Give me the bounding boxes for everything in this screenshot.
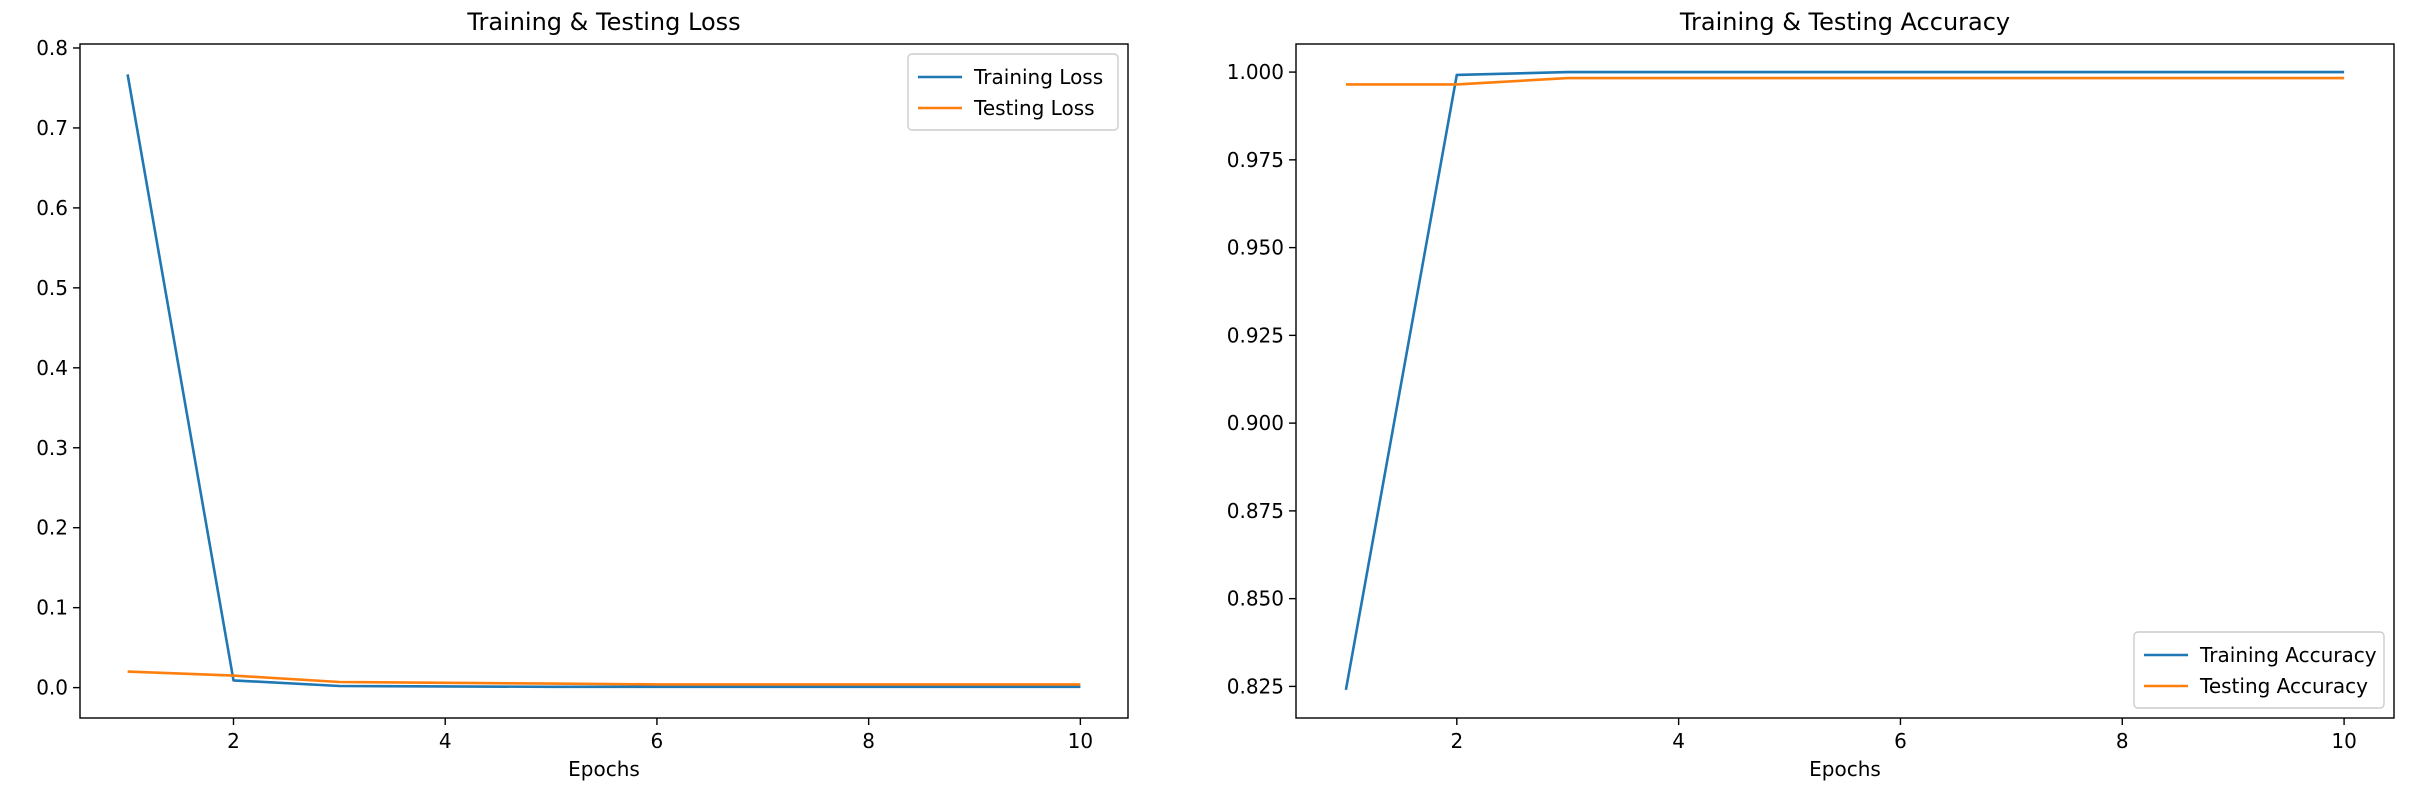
y-tick-label: 0.0	[36, 676, 68, 700]
y-tick-label: 0.8	[36, 36, 68, 60]
x-tick-label: 10	[1068, 729, 1093, 753]
y-tick-label: 0.950	[1227, 236, 1284, 260]
x-axis-label: Epochs	[1809, 757, 1881, 781]
y-tick-label: 0.875	[1227, 499, 1284, 523]
accuracy-chart: Training & Testing Accuracy 2 4 6 8 10 0.825 0.…	[1227, 8, 2395, 781]
y-tick-label: 0.975	[1227, 148, 1284, 172]
y-tick-label: 0.4	[36, 356, 68, 380]
series-line-testing-accuracy	[1345, 76, 2345, 86]
x-tick-label: 2	[227, 729, 240, 753]
legend-box	[2133, 631, 2385, 709]
x-tick-label: 10	[2331, 729, 2356, 753]
series-line-testing-loss	[127, 670, 1081, 686]
x-tick-label: 4	[439, 729, 452, 753]
y-tick-label: 0.850	[1227, 587, 1284, 611]
legend-label: Testing Accuracy	[2199, 674, 2368, 698]
y-tick-label: 0.2	[36, 516, 68, 540]
loss-chart: Training & Testing Loss 2 4 6 8 10 0.0 0.1 0.2 0.…	[36, 8, 1129, 781]
y-tick-label: 0.925	[1227, 323, 1284, 347]
y-tick-label: 0.900	[1227, 411, 1284, 435]
legend: Training Accuracy Testing Accuracy	[2133, 631, 2385, 709]
axes-frame	[1295, 43, 2395, 719]
chart-title: Training & Testing Accuracy	[1679, 8, 2010, 36]
y-tick-label: 0.825	[1227, 674, 1284, 698]
axes-frame	[79, 43, 1129, 719]
y-tick-label: 0.3	[36, 436, 68, 460]
x-tick-label: 6	[651, 729, 664, 753]
legend-label: Training Accuracy	[2199, 643, 2377, 667]
x-tick-label: 8	[862, 729, 875, 753]
legend: Training Loss Testing Loss	[907, 53, 1119, 131]
y-tick-label: 0.5	[36, 276, 68, 300]
y-tick-label: 1.000	[1227, 60, 1284, 84]
series-line-training-loss	[126, 74, 1081, 689]
x-axis-label: Epochs	[568, 757, 640, 781]
y-tick-label: 0.6	[36, 196, 68, 220]
legend-label: Training Loss	[973, 65, 1103, 89]
series-line-training-accuracy	[1344, 70, 2345, 691]
x-tick-label: 4	[1672, 729, 1685, 753]
x-tick-label: 8	[2116, 729, 2129, 753]
x-tick-label: 6	[1894, 729, 1907, 753]
legend-box	[907, 53, 1119, 131]
x-tick-label: 2	[1450, 729, 1463, 753]
y-tick-label: 0.1	[36, 596, 68, 620]
legend-label: Testing Loss	[973, 96, 1095, 120]
chart-title: Training & Testing Loss	[466, 8, 740, 36]
y-tick-label: 0.7	[36, 116, 68, 140]
